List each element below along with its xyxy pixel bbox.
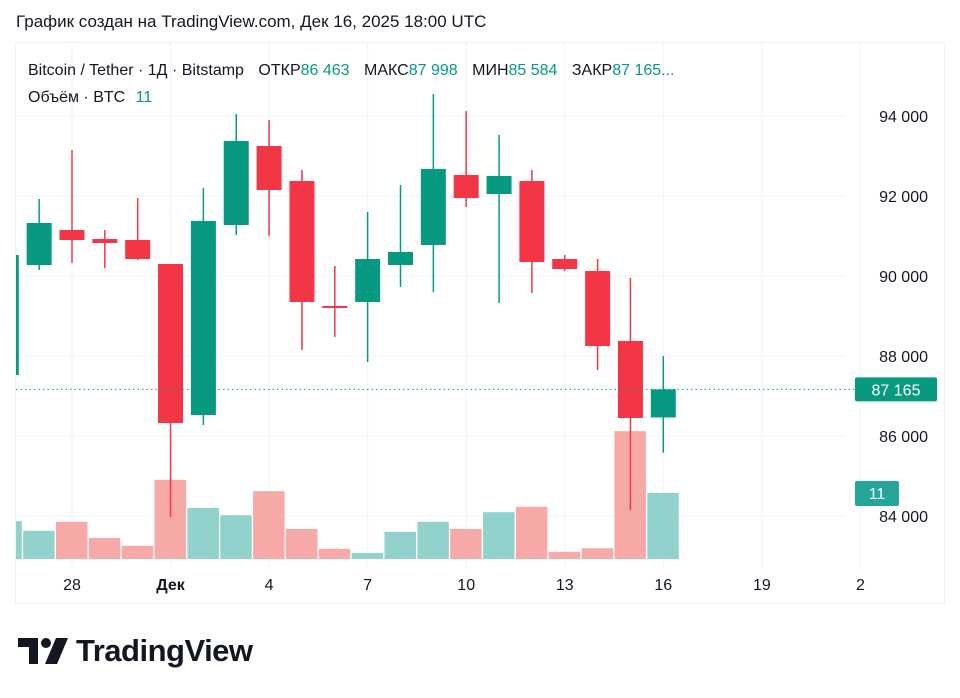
volume-bar <box>121 545 154 559</box>
candle-body <box>519 181 545 262</box>
time-axis-label: 2 <box>856 577 865 594</box>
volume-bar <box>318 548 351 559</box>
legend-symbol[interactable]: Bitcoin / Tether · 1Д · Bitstamp <box>28 62 244 79</box>
price-axis-label: 86 000 <box>879 429 928 446</box>
volume-bar <box>220 515 252 559</box>
candle-body <box>158 264 184 423</box>
time-axis-label: 7 <box>363 577 372 594</box>
candle-body <box>552 259 578 269</box>
candle-body <box>486 176 512 194</box>
legend-volume-value: 11 <box>135 89 153 106</box>
legend-high-value: 87 998 <box>408 62 458 79</box>
last-volume-badge <box>855 481 899 506</box>
chart-caption: График создан на TradingView.com, Дек 16… <box>16 12 487 31</box>
candle-body <box>585 271 611 346</box>
volume-bar <box>450 529 482 559</box>
volume-bar <box>253 491 285 559</box>
volume-bar <box>351 553 384 559</box>
legend-open-label: ОТКР <box>258 62 301 79</box>
candle-body <box>617 341 643 418</box>
plot-area[interactable] <box>0 94 679 559</box>
legend-low-label: МИН <box>472 62 509 79</box>
volume-bar <box>581 548 614 559</box>
volume-bar <box>285 529 318 559</box>
time-axis-label: 19 <box>753 577 771 594</box>
price-axis-label: 90 000 <box>879 269 928 286</box>
candle-body <box>453 175 479 198</box>
legend-volume-row: Объём · BTC 11 <box>28 84 675 111</box>
legend-close-label: ЗАКР <box>571 62 613 79</box>
legend-high-label: МАКС <box>364 62 409 79</box>
legend-volume-label[interactable]: Объём · BTC <box>28 89 126 106</box>
candle-body <box>420 169 446 245</box>
volume-bar <box>483 512 515 559</box>
time-axis-label: 16 <box>654 577 672 594</box>
volume-bar <box>23 530 55 559</box>
candle-body <box>223 141 249 225</box>
volume-bar <box>515 506 548 559</box>
legend-low-value: 85 584 <box>508 62 558 79</box>
legend: Bitcoin / Tether · 1Д · Bitstamp ОТКР86 … <box>28 57 675 111</box>
volume-bar <box>88 538 121 559</box>
time-axis-label: 13 <box>556 577 574 594</box>
last-price-badge <box>855 377 937 402</box>
last-price-label: 87 165 <box>872 382 921 399</box>
candle-body <box>59 230 85 240</box>
candle-body <box>256 146 282 190</box>
price-axis-label: 92 000 <box>879 189 928 206</box>
price-axis-label: 94 000 <box>879 109 928 126</box>
candle-body <box>125 240 151 259</box>
volume-bar <box>56 521 88 559</box>
volume-bar <box>548 551 581 559</box>
candle-body <box>289 181 315 302</box>
candle-body <box>650 389 676 418</box>
time-axis-label: 28 <box>63 577 81 594</box>
volume-bar <box>417 521 449 559</box>
time-axis-label: 4 <box>265 577 274 594</box>
candle-body <box>388 252 413 265</box>
tradingview-logo-text: TradingView <box>76 633 253 668</box>
time-axis-label: 10 <box>457 577 475 594</box>
legend-close-value: 87 165... <box>612 62 675 79</box>
last-volume-label: 11 <box>869 486 886 503</box>
candle-body <box>16 255 19 375</box>
candle-body <box>190 221 216 415</box>
candle-body <box>92 239 118 243</box>
candle-body <box>355 259 381 302</box>
volume-bar <box>384 532 416 559</box>
tradingview-logo[interactable]: TradingView <box>18 633 253 669</box>
price-axis-label: 88 000 <box>879 349 928 366</box>
price-axis-label: 84 000 <box>879 509 928 526</box>
tradingview-logo-icon <box>18 638 68 664</box>
volume-bar <box>16 521 22 559</box>
chart-frame <box>15 42 945 604</box>
volume-bar <box>187 508 219 559</box>
time-axis-label: Дек <box>156 577 185 594</box>
candle-body <box>26 223 52 265</box>
legend-open-value: 86 463 <box>300 62 350 79</box>
candle-body <box>322 306 348 308</box>
volume-bar <box>647 493 679 559</box>
legend-price-row: Bitcoin / Tether · 1Д · Bitstamp ОТКР86 … <box>28 57 675 84</box>
